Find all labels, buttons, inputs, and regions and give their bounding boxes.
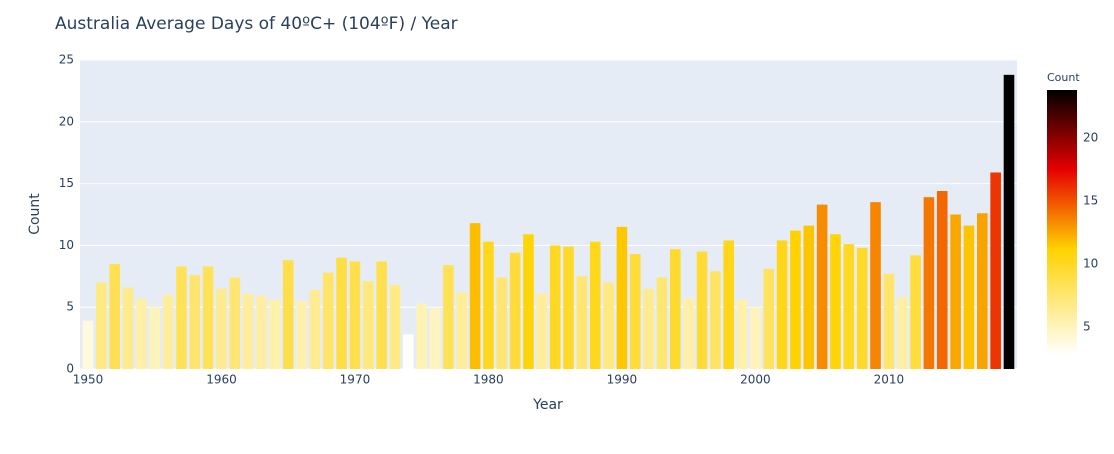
y-tick-label: 20: [59, 114, 74, 128]
x-tick-label: 1980: [473, 373, 504, 387]
y-tick-label: 0: [66, 362, 74, 376]
y-tick-label: 25: [59, 53, 74, 67]
bar: [109, 263, 121, 369]
bar: [322, 272, 334, 369]
bar: [202, 266, 214, 369]
bar: [816, 204, 828, 369]
bar: [963, 225, 975, 369]
bar: [670, 249, 681, 369]
bar: [656, 277, 668, 369]
x-tick-label: 2010: [874, 373, 905, 387]
bar: [750, 307, 761, 369]
x-tick-label: 1960: [206, 373, 237, 387]
bar: [643, 288, 654, 369]
bar: [549, 245, 561, 369]
colorbar-tick-label: 10: [1083, 257, 1098, 271]
bar: [803, 225, 815, 369]
x-axis-label: Year: [532, 397, 563, 413]
bar: [162, 294, 174, 369]
bar: [469, 223, 481, 369]
bar: [830, 234, 841, 369]
bar: [149, 307, 161, 369]
bar: [923, 197, 935, 369]
bar: [763, 268, 775, 369]
bar: [870, 202, 881, 369]
bar: [363, 281, 374, 369]
bar: [616, 226, 628, 369]
bar: [416, 303, 427, 369]
bar: [216, 288, 227, 369]
bar: [950, 214, 961, 369]
y-axis-label: Count: [27, 193, 43, 235]
bar: [429, 308, 441, 369]
x-tick-label: 1970: [340, 373, 371, 387]
bar: [256, 296, 267, 369]
bar: [443, 265, 454, 369]
bar: [696, 251, 708, 369]
bar: [776, 240, 788, 369]
bar: [309, 289, 321, 369]
bar: [843, 244, 855, 369]
y-tick-label: 10: [59, 238, 74, 252]
x-tick-label: 2000: [740, 373, 771, 387]
bar: [910, 255, 921, 369]
bar: [936, 191, 948, 369]
bar: [896, 297, 908, 369]
bar: [242, 293, 254, 369]
bar: [389, 284, 401, 369]
bar: [269, 299, 281, 369]
bar: [683, 298, 694, 369]
x-tick-label: 1950: [73, 373, 104, 387]
bar: [456, 292, 468, 369]
bar: [1003, 74, 1015, 369]
bar: [629, 254, 641, 369]
colorbar-tick-label: 15: [1083, 194, 1098, 208]
bar: [122, 287, 134, 369]
bar: [576, 276, 588, 369]
bar: [589, 241, 601, 369]
bar: [509, 252, 521, 369]
bar: [710, 271, 721, 369]
chart-title: Australia Average Days of 40ºC+ (104ºF) …: [55, 14, 458, 34]
colorbar: [1047, 90, 1077, 355]
colorbar-title: Count: [1047, 71, 1080, 84]
x-tick-label: 1990: [607, 373, 638, 387]
bar: [496, 277, 508, 369]
bar: [723, 240, 734, 369]
y-tick-label: 15: [59, 176, 74, 190]
colorbar-tick-label: 5: [1083, 320, 1091, 334]
bar: [523, 234, 534, 369]
bar: [229, 277, 241, 369]
bar: [189, 275, 201, 369]
bar: [282, 260, 294, 369]
bar: [336, 257, 347, 369]
bar: [96, 282, 107, 369]
bar: [483, 241, 494, 369]
bar: [136, 298, 147, 369]
bar: [603, 282, 614, 369]
bar: [856, 247, 868, 369]
bar: [296, 301, 307, 369]
bar: [976, 213, 988, 369]
bar: [349, 261, 361, 369]
bar: [82, 320, 94, 369]
colorbar-tick-label: 20: [1083, 130, 1098, 144]
bar: [883, 273, 895, 369]
bar: [736, 299, 748, 369]
bar: [790, 230, 801, 369]
bar: [990, 172, 1001, 369]
bar: [536, 293, 548, 369]
bar: [563, 246, 574, 369]
y-tick-label: 5: [66, 300, 74, 314]
bar: [403, 334, 414, 369]
bar: [376, 261, 387, 369]
bar: [176, 266, 187, 369]
